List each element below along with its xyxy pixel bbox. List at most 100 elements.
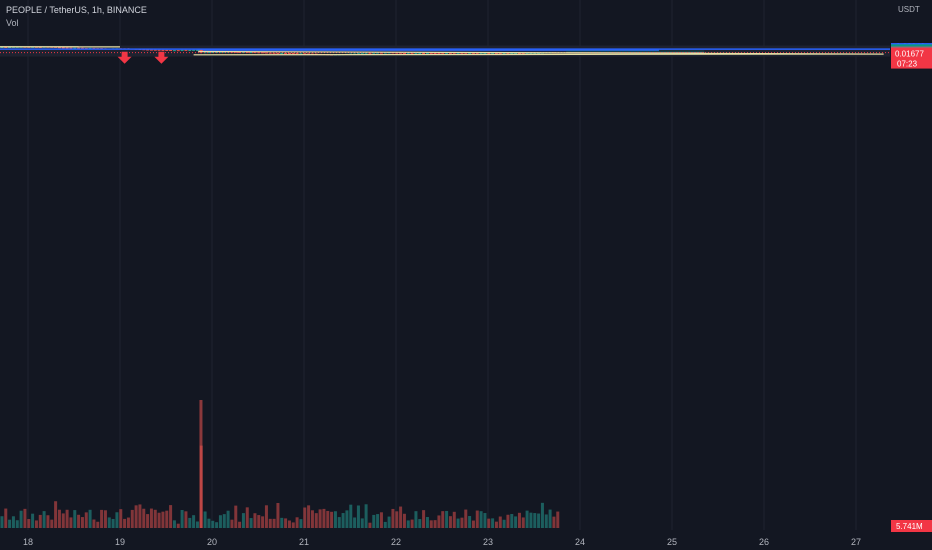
- volume-bar: [468, 516, 472, 528]
- volume-bar: [379, 512, 383, 528]
- volume-bar: [322, 508, 326, 528]
- volume-bar: [487, 518, 491, 528]
- candle-body: [391, 52, 395, 54]
- candle-body: [441, 53, 445, 55]
- volume-bar: [349, 504, 353, 528]
- volume-bar: [295, 517, 299, 528]
- volume-bar: [299, 519, 303, 528]
- volume-bar: [441, 511, 445, 528]
- candle-body: [234, 51, 238, 53]
- volume-bar: [65, 509, 69, 528]
- candle-body: [222, 51, 226, 53]
- volume-bar: [92, 519, 96, 528]
- time-axis[interactable]: [0, 530, 932, 550]
- volume-bar: [107, 517, 111, 528]
- volume-bar: [57, 509, 61, 528]
- volume-bar: [376, 514, 380, 528]
- volume-bar: [54, 501, 58, 528]
- volume-bar: [291, 522, 295, 528]
- time-tick-label: 26: [759, 537, 769, 547]
- candle-body: [533, 53, 537, 55]
- candle-body: [253, 52, 257, 54]
- candle-body: [287, 53, 291, 55]
- volume-bar: [207, 518, 211, 528]
- volume-bar: [314, 513, 318, 528]
- volume-bar: [96, 521, 100, 528]
- volume-bar: [452, 511, 456, 528]
- candle-body: [514, 53, 518, 55]
- volume-label[interactable]: Vol: [6, 18, 19, 28]
- volume-bar: [27, 519, 31, 528]
- candle-body: [207, 52, 211, 54]
- volume-bar: [241, 513, 245, 528]
- volume-bar: [471, 520, 475, 528]
- volume-bar: [287, 520, 291, 528]
- volume-bar: [111, 518, 115, 528]
- volume-bar: [4, 508, 8, 528]
- volume-bar: [383, 521, 387, 528]
- candle-body: [471, 53, 475, 55]
- volume-bar: [172, 520, 176, 528]
- volume-bar: [410, 519, 414, 528]
- candle-body: [456, 53, 460, 55]
- volume-bar: [84, 512, 88, 528]
- candle-body: [368, 52, 372, 54]
- volume-bar: [479, 511, 483, 528]
- time-tick-label: 24: [575, 537, 585, 547]
- candle-body: [353, 53, 357, 55]
- volume-bar: [230, 519, 234, 528]
- volume-bar: [134, 505, 138, 528]
- volume-bar: [345, 510, 349, 528]
- volume-bar: [399, 506, 403, 528]
- down-arrow-marker: [117, 51, 132, 64]
- volume-bar: [372, 514, 376, 528]
- volume-bar: [460, 517, 464, 528]
- volume-bar: [42, 511, 46, 528]
- candle-body: [65, 47, 69, 49]
- candle-body: [479, 53, 483, 55]
- candle-body: [268, 52, 272, 54]
- candle-body: [303, 53, 307, 55]
- countdown-box: [891, 58, 932, 69]
- time-ticks: 18 19 20 21 22 23 24 25 26 27: [23, 537, 861, 547]
- volume-bar: [529, 512, 533, 528]
- volume-bar: [502, 519, 506, 528]
- candle-body: [406, 53, 410, 55]
- candle-body: [498, 53, 502, 55]
- candle-body: [399, 52, 403, 54]
- price-axis[interactable]: [890, 0, 932, 530]
- volume-bar: [318, 509, 322, 528]
- volume-bar: [119, 509, 123, 528]
- volume-bar: [226, 510, 230, 528]
- volume-bar: [422, 510, 426, 528]
- volume-bar: [146, 514, 150, 528]
- volume-bar: [257, 515, 261, 528]
- volume-bar: [195, 521, 199, 528]
- candle-body: [172, 50, 176, 52]
- volume-bar: [330, 511, 334, 528]
- volume-bar: [192, 515, 196, 528]
- candle-body: [387, 52, 391, 54]
- candle-body: [379, 52, 383, 54]
- symbol-title[interactable]: PEOPLE / TetherUS, 1h, BINANCE: [6, 5, 147, 15]
- candle-body: [284, 52, 288, 54]
- volume-bar: [364, 504, 368, 528]
- volume-bar: [169, 505, 173, 528]
- candle-body: [211, 51, 215, 53]
- candle-body: [376, 52, 380, 54]
- candle-body: [537, 53, 541, 55]
- candle-body: [464, 53, 468, 55]
- candle-body: [73, 47, 77, 49]
- volume-bar: [310, 510, 314, 528]
- candle-body: [238, 51, 242, 53]
- volume-bar: [165, 510, 169, 528]
- candle-body: [494, 53, 498, 55]
- price-labels: 0.018930.018310.017250.017200.0167707:23…: [891, 43, 932, 532]
- candle-body: [180, 49, 184, 51]
- candle-body: [510, 53, 514, 55]
- volume-bar: [360, 518, 364, 528]
- volume-bar: [514, 516, 518, 528]
- volume-bar: [123, 518, 127, 528]
- volume-bar: [540, 502, 544, 528]
